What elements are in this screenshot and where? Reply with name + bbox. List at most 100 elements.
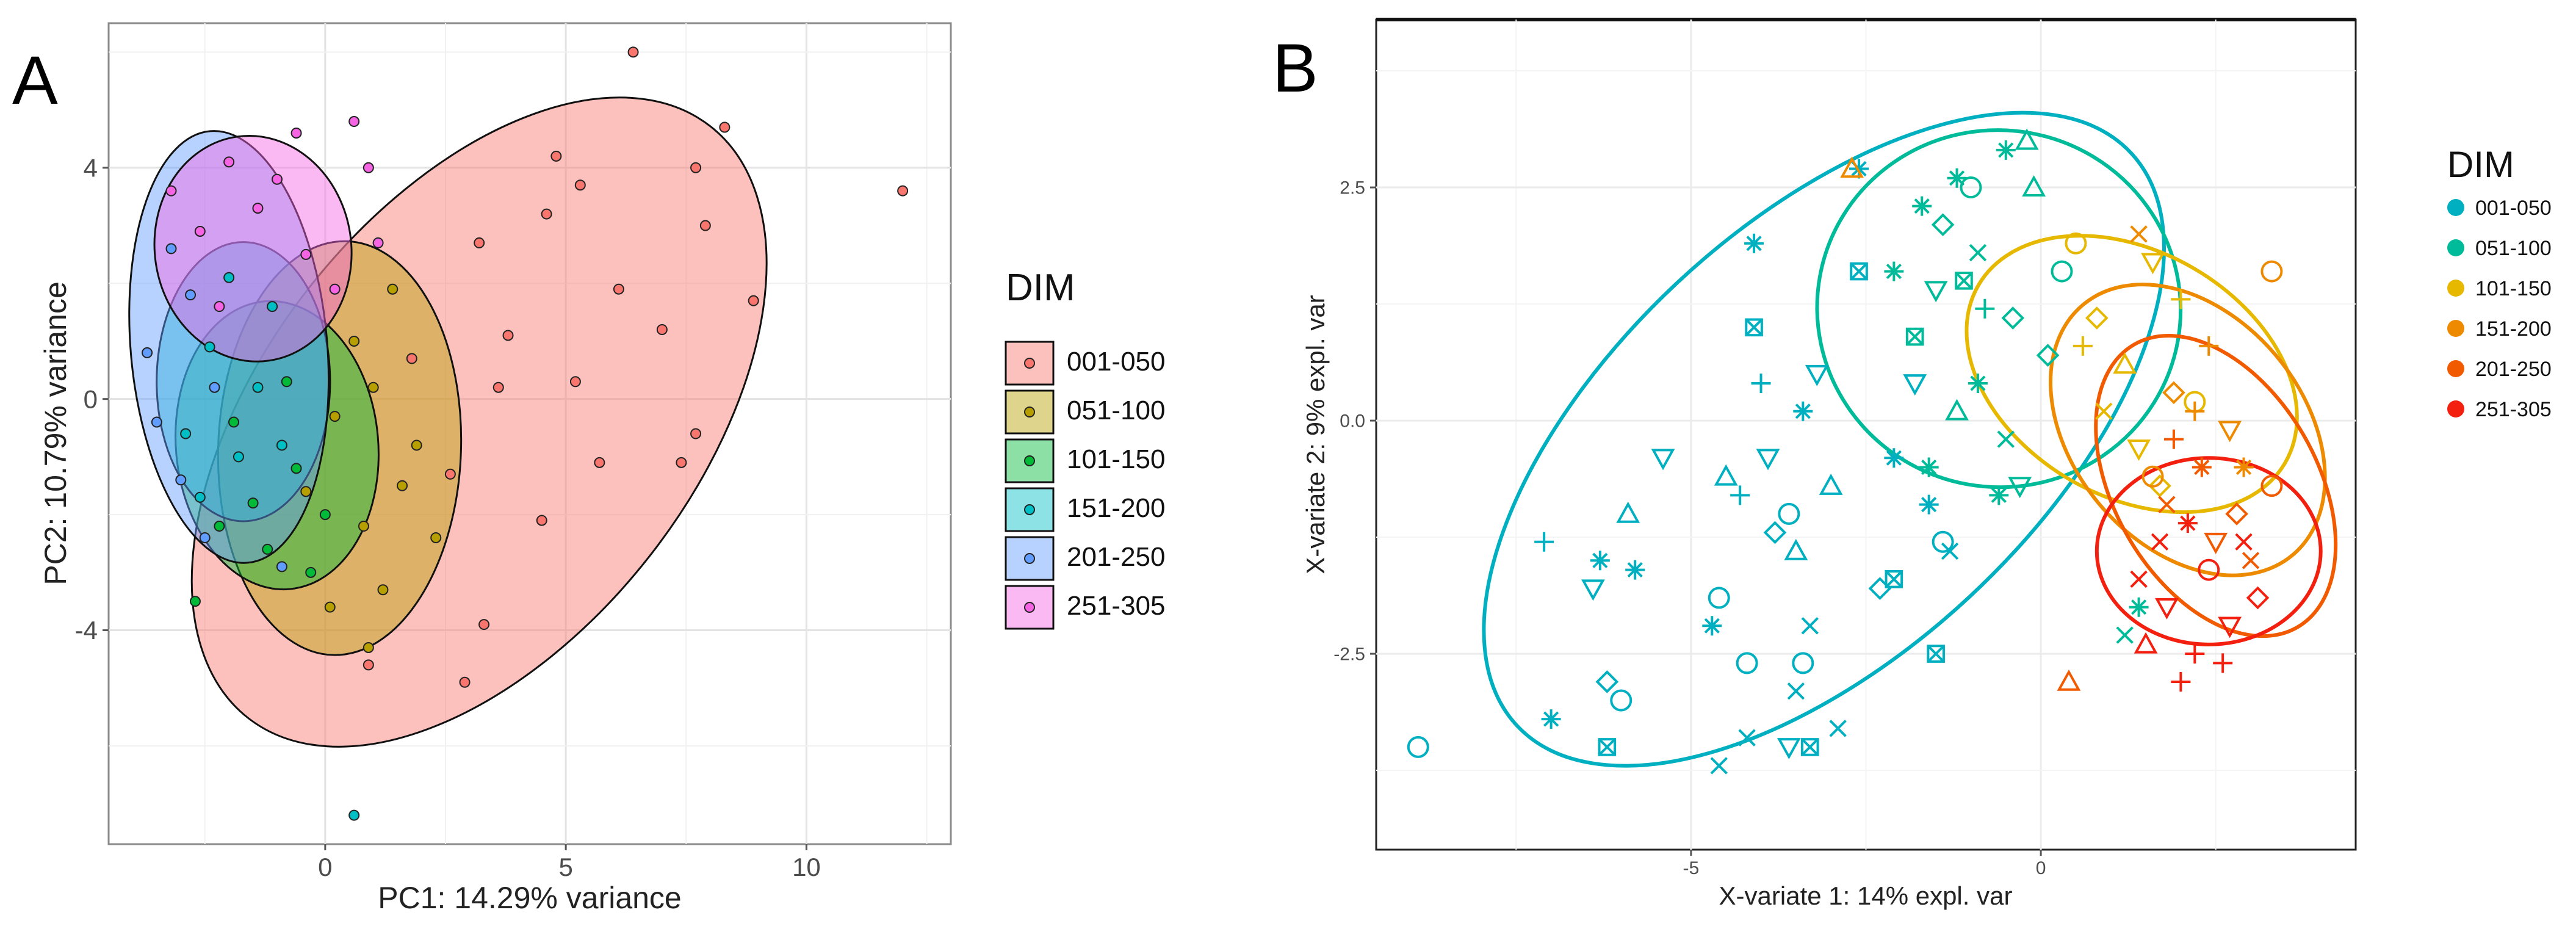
data-point-051-100 [2008, 477, 2032, 499]
data-point-001-050 [444, 468, 456, 480]
data-point-001-050 [897, 185, 909, 197]
data-point-001-050 [594, 457, 605, 468]
ellipse-151-200 [2049, 283, 2327, 577]
data-point-001-050 [1819, 473, 1843, 495]
data-point-151-200 [1840, 156, 1864, 178]
data-point-051-100 [1955, 272, 1973, 290]
legend-label: 251-305 [1067, 591, 1165, 621]
data-point-101-150 [247, 497, 259, 509]
data-point-051-100 [430, 532, 442, 543]
data-point-251-305 [2198, 558, 2220, 581]
data-point-151-200 [267, 301, 278, 313]
data-point-251-305 [2130, 570, 2148, 588]
data-point-051-100 [1997, 430, 2015, 448]
panel-b-legend-title: DIM [2447, 144, 2514, 185]
data-point-001-050 [569, 376, 581, 388]
data-point-001-050 [627, 46, 639, 58]
panel-a-points [142, 46, 909, 821]
data-point-251-305 [165, 185, 177, 197]
data-point-001-050 [1590, 551, 1610, 571]
data-point-051-100 [2036, 344, 2060, 367]
data-point-001-050 [1651, 449, 1675, 471]
data-point-201-250 [151, 416, 162, 428]
data-point-051-100 [2051, 260, 2073, 283]
data-point-001-050 [1927, 645, 1945, 663]
x-tick-label: 5 [558, 853, 572, 881]
data-point-251-305 [329, 283, 341, 295]
data-point-251-305 [2151, 533, 2169, 551]
data-point-051-100 [300, 486, 312, 497]
data-point-051-100 [1968, 373, 1988, 393]
data-point-001-050 [656, 324, 668, 336]
panel-b-ellipses [1482, 110, 2338, 768]
data-point-001-050 [719, 121, 731, 133]
x-tick-label: -5 [1683, 858, 1700, 878]
data-point-151-200 [2162, 381, 2185, 405]
data-point-251-305 [223, 156, 235, 168]
ellipse-051-100 [1815, 128, 2183, 490]
data-point-001-050 [1610, 689, 1633, 712]
data-point-001-050 [1868, 577, 1892, 600]
data-point-151-200 [252, 381, 264, 393]
data-point-051-100 [1969, 244, 1987, 262]
data-point-051-100 [358, 521, 369, 532]
data-point-001-050 [406, 353, 417, 364]
legend-key-201-250 [2447, 360, 2464, 377]
data-point-201-250 [2192, 457, 2212, 477]
data-point-051-100 [1884, 261, 1904, 281]
data-point-001-050 [502, 330, 514, 341]
panel-a: A 0 5 10 -4 0 4 PC1: 14.29% variance PC2: 10… [12, 22, 1165, 915]
data-point-051-100 [1924, 281, 1948, 303]
legend-key-dot [1024, 553, 1035, 564]
y-tick-label: 0 [84, 385, 98, 413]
data-point-001-050 [1903, 374, 1927, 396]
data-point-051-100 [1947, 168, 1967, 188]
data-point-001-050 [536, 515, 547, 526]
data-point-051-100 [1919, 457, 1939, 477]
y-tick-label: -4 [75, 616, 98, 645]
panel-a-x-axis-title: PC1: 14.29% variance [378, 881, 682, 915]
data-point-001-050 [1793, 401, 1813, 421]
legend-label: 051-100 [2475, 237, 2552, 260]
data-point-001-050 [1784, 538, 1808, 560]
data-point-001-050 [1738, 729, 1756, 746]
data-point-251-305 [2134, 632, 2158, 654]
data-point-201-250 [209, 381, 220, 393]
data-point-001-050 [459, 676, 471, 688]
data-point-001-050 [1777, 738, 1801, 760]
data-point-001-050 [1736, 652, 1758, 674]
data-point-101-150 [262, 543, 273, 555]
legend-key-dot [1024, 455, 1035, 466]
ellipse-251-305 [153, 135, 353, 363]
data-point-001-050 [1708, 587, 1730, 609]
data-point-151-200 [180, 428, 192, 439]
data-point-051-100 [411, 439, 422, 451]
data-point-001-050 [1801, 617, 1819, 635]
legend-key-dot [1024, 358, 1035, 369]
ellipse-201-250 [2094, 333, 2338, 638]
data-point-001-050 [1745, 318, 1763, 337]
data-point-001-050 [1714, 464, 1738, 486]
data-point-001-050 [478, 619, 490, 631]
panel-b-label: B [1272, 30, 1318, 106]
data-point-051-100 [1912, 196, 1932, 216]
data-point-051-100 [397, 480, 408, 491]
data-point-001-050 [1884, 448, 1904, 468]
data-point-001-050 [1730, 485, 1750, 505]
x-tick-label: 10 [792, 853, 821, 881]
panel-b-y-ticks: -2.5 0.0 2.5 [1333, 178, 1376, 665]
data-point-251-305 [252, 203, 264, 214]
panel-a-plot-area [107, 22, 952, 845]
ellipse-151-200 [156, 241, 331, 522]
data-point-001-050 [1849, 159, 1869, 179]
panel-a-x-ticks: 0 5 10 [318, 844, 821, 881]
data-point-151-200 [2130, 225, 2148, 243]
panel-b: B -5 0 -2.5 0.0 2.5 X-variate 1: 14% expl. … [1272, 18, 2552, 910]
data-point-151-200 [276, 439, 287, 451]
data-point-051-100 [1905, 327, 1924, 346]
data-point-001-050 [1541, 709, 1561, 729]
x-tick-label: 0 [318, 853, 332, 881]
data-point-201-250 [2163, 429, 2184, 449]
data-point-001-050 [1616, 501, 1640, 523]
